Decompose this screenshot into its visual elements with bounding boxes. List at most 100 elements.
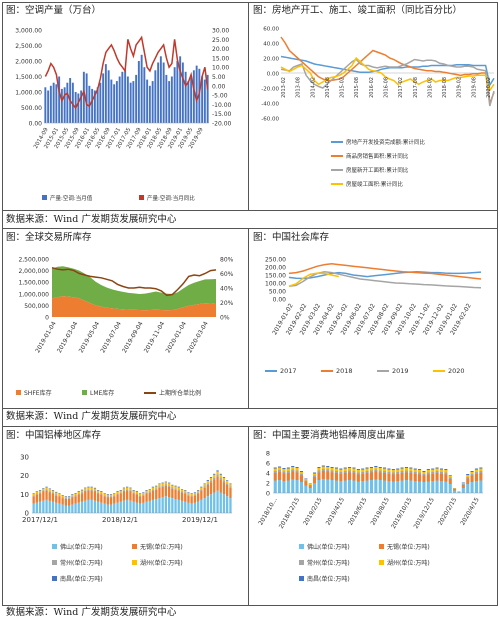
- bar: [400, 471, 404, 473]
- bar: [226, 485, 229, 497]
- x-tick-label: 2017-08: [413, 77, 419, 98]
- bar: [165, 74, 168, 123]
- y-tick-label: -20.00: [212, 121, 232, 128]
- y-tick-label: -10.00: [212, 102, 232, 109]
- bar: [453, 488, 457, 489]
- bar: [413, 472, 417, 474]
- bar: [378, 472, 382, 480]
- bar: [158, 498, 161, 513]
- x-tick-label: 2018-08: [442, 77, 448, 98]
- bar: [45, 490, 48, 500]
- bar: [61, 504, 64, 513]
- bar: [343, 468, 347, 471]
- legend-swatch: [82, 390, 87, 395]
- bar: [216, 471, 219, 475]
- bar: [479, 471, 483, 473]
- x-tick-label: 2019-01-04: [34, 320, 58, 354]
- legend-label: 房屋竣工面积:累计同比: [346, 180, 403, 188]
- bar: [132, 81, 135, 123]
- col-divider-1: [248, 2, 249, 210]
- legend-swatch: [299, 544, 304, 549]
- legend-label: 2018: [336, 367, 353, 375]
- bar: [365, 471, 369, 473]
- bar: [313, 472, 317, 474]
- bar: [326, 469, 330, 472]
- bar: [51, 501, 55, 513]
- bar: [126, 490, 129, 500]
- y-tick-label: 0.00: [267, 72, 280, 78]
- bar: [209, 477, 213, 481]
- bar: [209, 477, 213, 478]
- x-tick-label: 2017/12/1: [22, 516, 58, 524]
- bar: [374, 467, 378, 470]
- legend-swatch: [299, 576, 304, 581]
- bar: [435, 467, 439, 469]
- bar: [330, 470, 334, 473]
- bar: [64, 499, 67, 506]
- bar: [82, 71, 85, 123]
- x-tick-label: 2017-02: [398, 77, 404, 98]
- bar: [55, 495, 58, 503]
- bar: [145, 493, 148, 502]
- bar: [87, 490, 90, 500]
- bar: [103, 496, 106, 504]
- bar: [148, 85, 151, 123]
- legend-label: SHFE库存: [24, 389, 52, 397]
- y-tick-label: 40%: [220, 286, 234, 293]
- bar: [32, 503, 35, 513]
- bar: [80, 489, 84, 491]
- bar: [222, 477, 226, 478]
- y-tick-label: 250.00: [265, 257, 286, 264]
- bar: [132, 493, 135, 502]
- y-tick-label: 1,500.00: [15, 74, 42, 81]
- y-tick-label: 6: [266, 460, 270, 468]
- bar: [193, 492, 197, 493]
- bar: [444, 474, 448, 482]
- legend-label: 上期所仓单比例: [159, 389, 201, 397]
- bar: [190, 493, 193, 496]
- bar: [369, 467, 373, 468]
- bar: [77, 93, 80, 123]
- bar: [219, 479, 222, 493]
- bar: [396, 481, 400, 493]
- bar: [74, 493, 77, 494]
- series-line: [280, 56, 495, 93]
- bar: [38, 493, 42, 502]
- bar: [93, 90, 96, 123]
- legend-label: 常州(单位:万吨): [307, 559, 350, 567]
- bar: [187, 502, 190, 513]
- bar: [426, 472, 430, 475]
- bar: [135, 74, 138, 123]
- bar: [35, 493, 38, 495]
- bar: [164, 484, 167, 486]
- y-tick-label: 0%: [220, 315, 230, 322]
- bar: [113, 493, 116, 496]
- bar: [400, 468, 404, 471]
- legend-label: 无锡(单位:万吨): [140, 543, 183, 551]
- bar: [109, 494, 113, 495]
- bar: [116, 494, 119, 503]
- bar: [64, 496, 67, 497]
- bar: [193, 492, 197, 495]
- bar: [448, 484, 452, 493]
- bar: [138, 493, 142, 494]
- y-tick-label: -20.00: [261, 87, 279, 93]
- bar: [317, 472, 321, 480]
- series-line: [280, 58, 495, 107]
- bar: [164, 482, 167, 485]
- area-lme: [52, 266, 216, 311]
- bar: [216, 470, 219, 472]
- y-tick-label: 0: [266, 490, 270, 498]
- bar: [352, 468, 356, 471]
- bar: [391, 470, 395, 473]
- bar: [278, 467, 282, 470]
- x-tick-label: 2019/2/15: [302, 496, 324, 526]
- bar: [171, 488, 174, 498]
- bar: [135, 491, 138, 492]
- bar: [74, 493, 77, 496]
- bar: [93, 488, 97, 491]
- bar: [404, 480, 408, 493]
- bar: [77, 491, 80, 494]
- bar: [168, 485, 171, 487]
- y-tick-label: 500.00: [21, 105, 42, 112]
